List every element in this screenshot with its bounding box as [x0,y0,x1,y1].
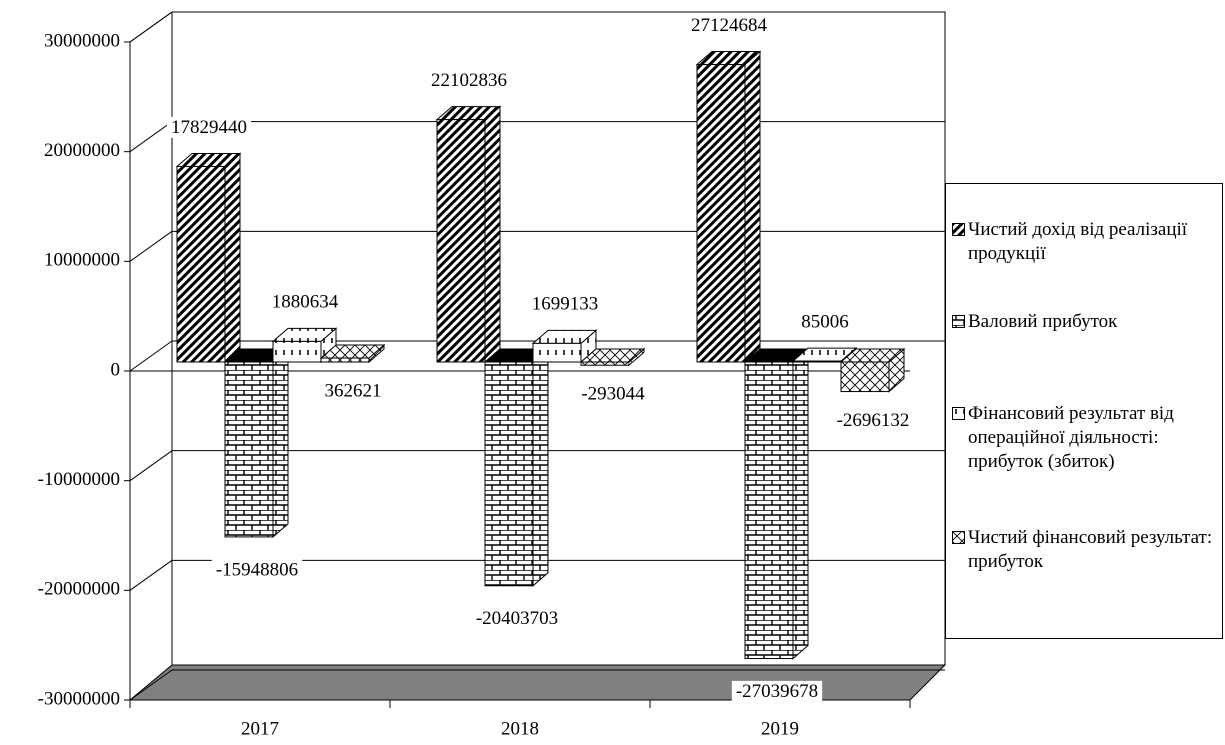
grid-line-side [129,450,173,482]
data-label: -2696132 [837,410,910,431]
bar [319,343,386,364]
bar [531,329,598,364]
legend-label: Чистий дохід від реалізації продукції [968,219,1188,264]
legend-entry: Валовий прибуток [952,310,1216,402]
x-tick-label: 2019 [761,718,799,739]
bar [743,347,810,660]
bar [791,346,858,364]
y-tick-label: 30000000 [44,30,120,51]
bar-front [744,361,794,660]
data-label-bg [832,409,914,431]
data-label-bg [687,14,772,36]
bar [483,347,550,587]
bar-side [224,152,241,364]
legend-swatch [952,315,965,328]
bar-side [744,50,761,364]
bar-front [792,360,842,363]
legend-label: Валовий прибуток [968,311,1118,332]
x-tick-label: 2017 [241,718,279,739]
bar-front [484,361,534,587]
data-label-bg [211,559,303,581]
bar-front [272,340,322,363]
legend-swatch [952,531,965,544]
data-label-bg [731,680,823,702]
grid-line-side [129,559,173,591]
data-label: -15948806 [216,559,298,580]
grid-line-side [129,230,173,262]
data-label: -27039678 [736,681,818,702]
data-label-bg [267,291,343,313]
x-tick-label: 2018 [501,718,539,739]
bar [435,105,502,364]
bar-side [484,105,501,364]
bar-front [840,361,890,393]
y-tick-label: -30000000 [38,688,120,709]
data-label-bg [797,311,853,333]
bar [579,347,646,367]
y-tick-label: -10000000 [38,469,120,490]
data-label: 17829440 [171,117,247,138]
data-label-bg [471,608,563,630]
data-label-bg [167,116,251,138]
legend-entry: Чистий фінансовий результат: прибуток [952,526,1216,574]
y-tick-label: 20000000 [44,140,120,161]
legend-entry: Фінансовий результат від операційної дія… [952,402,1216,526]
data-label-bg [427,69,511,91]
bar [223,347,290,539]
grid-line-side [129,11,173,43]
bar-front [436,119,486,363]
bar-front [224,361,274,538]
bar-side [532,347,549,587]
legend-label: Чистий фінансовий результат: прибуток [968,527,1213,572]
legend-swatch [952,223,965,236]
data-label: 22102836 [431,70,507,91]
legend: Чистий дохід від реалізації продукції Вал… [945,183,1223,639]
legend-label: Фінансовий результат від операційної дія… [968,403,1174,472]
bar-front [580,361,630,366]
bar [695,50,762,364]
grid-line-side [129,340,173,372]
bar-front [320,357,370,363]
bar-front [696,64,746,363]
bar [839,347,906,393]
data-label: 1880634 [272,292,339,313]
bar-side [272,347,289,539]
data-label: 85006 [801,311,849,332]
data-label-bg [577,383,650,405]
grid-line-side [129,669,173,701]
bar-front [532,342,582,363]
bar-side [792,347,809,660]
data-label-bg [320,380,386,402]
legend-entry: Чистий дохід від реалізації продукції [952,218,1216,310]
y-tick-label: -20000000 [38,579,120,600]
bar [175,152,242,364]
y-tick-label: 0 [111,359,121,380]
legend-swatch [952,407,965,420]
data-label: -20403703 [476,608,558,629]
data-label: 1699133 [532,294,599,315]
grid-line-side [129,121,173,153]
data-label: 27124684 [691,15,768,36]
bar-front [176,165,226,363]
data-label: -293044 [581,384,645,405]
data-label: 362621 [325,380,382,401]
data-label-bg [527,293,603,315]
y-tick-label: 10000000 [44,250,120,271]
